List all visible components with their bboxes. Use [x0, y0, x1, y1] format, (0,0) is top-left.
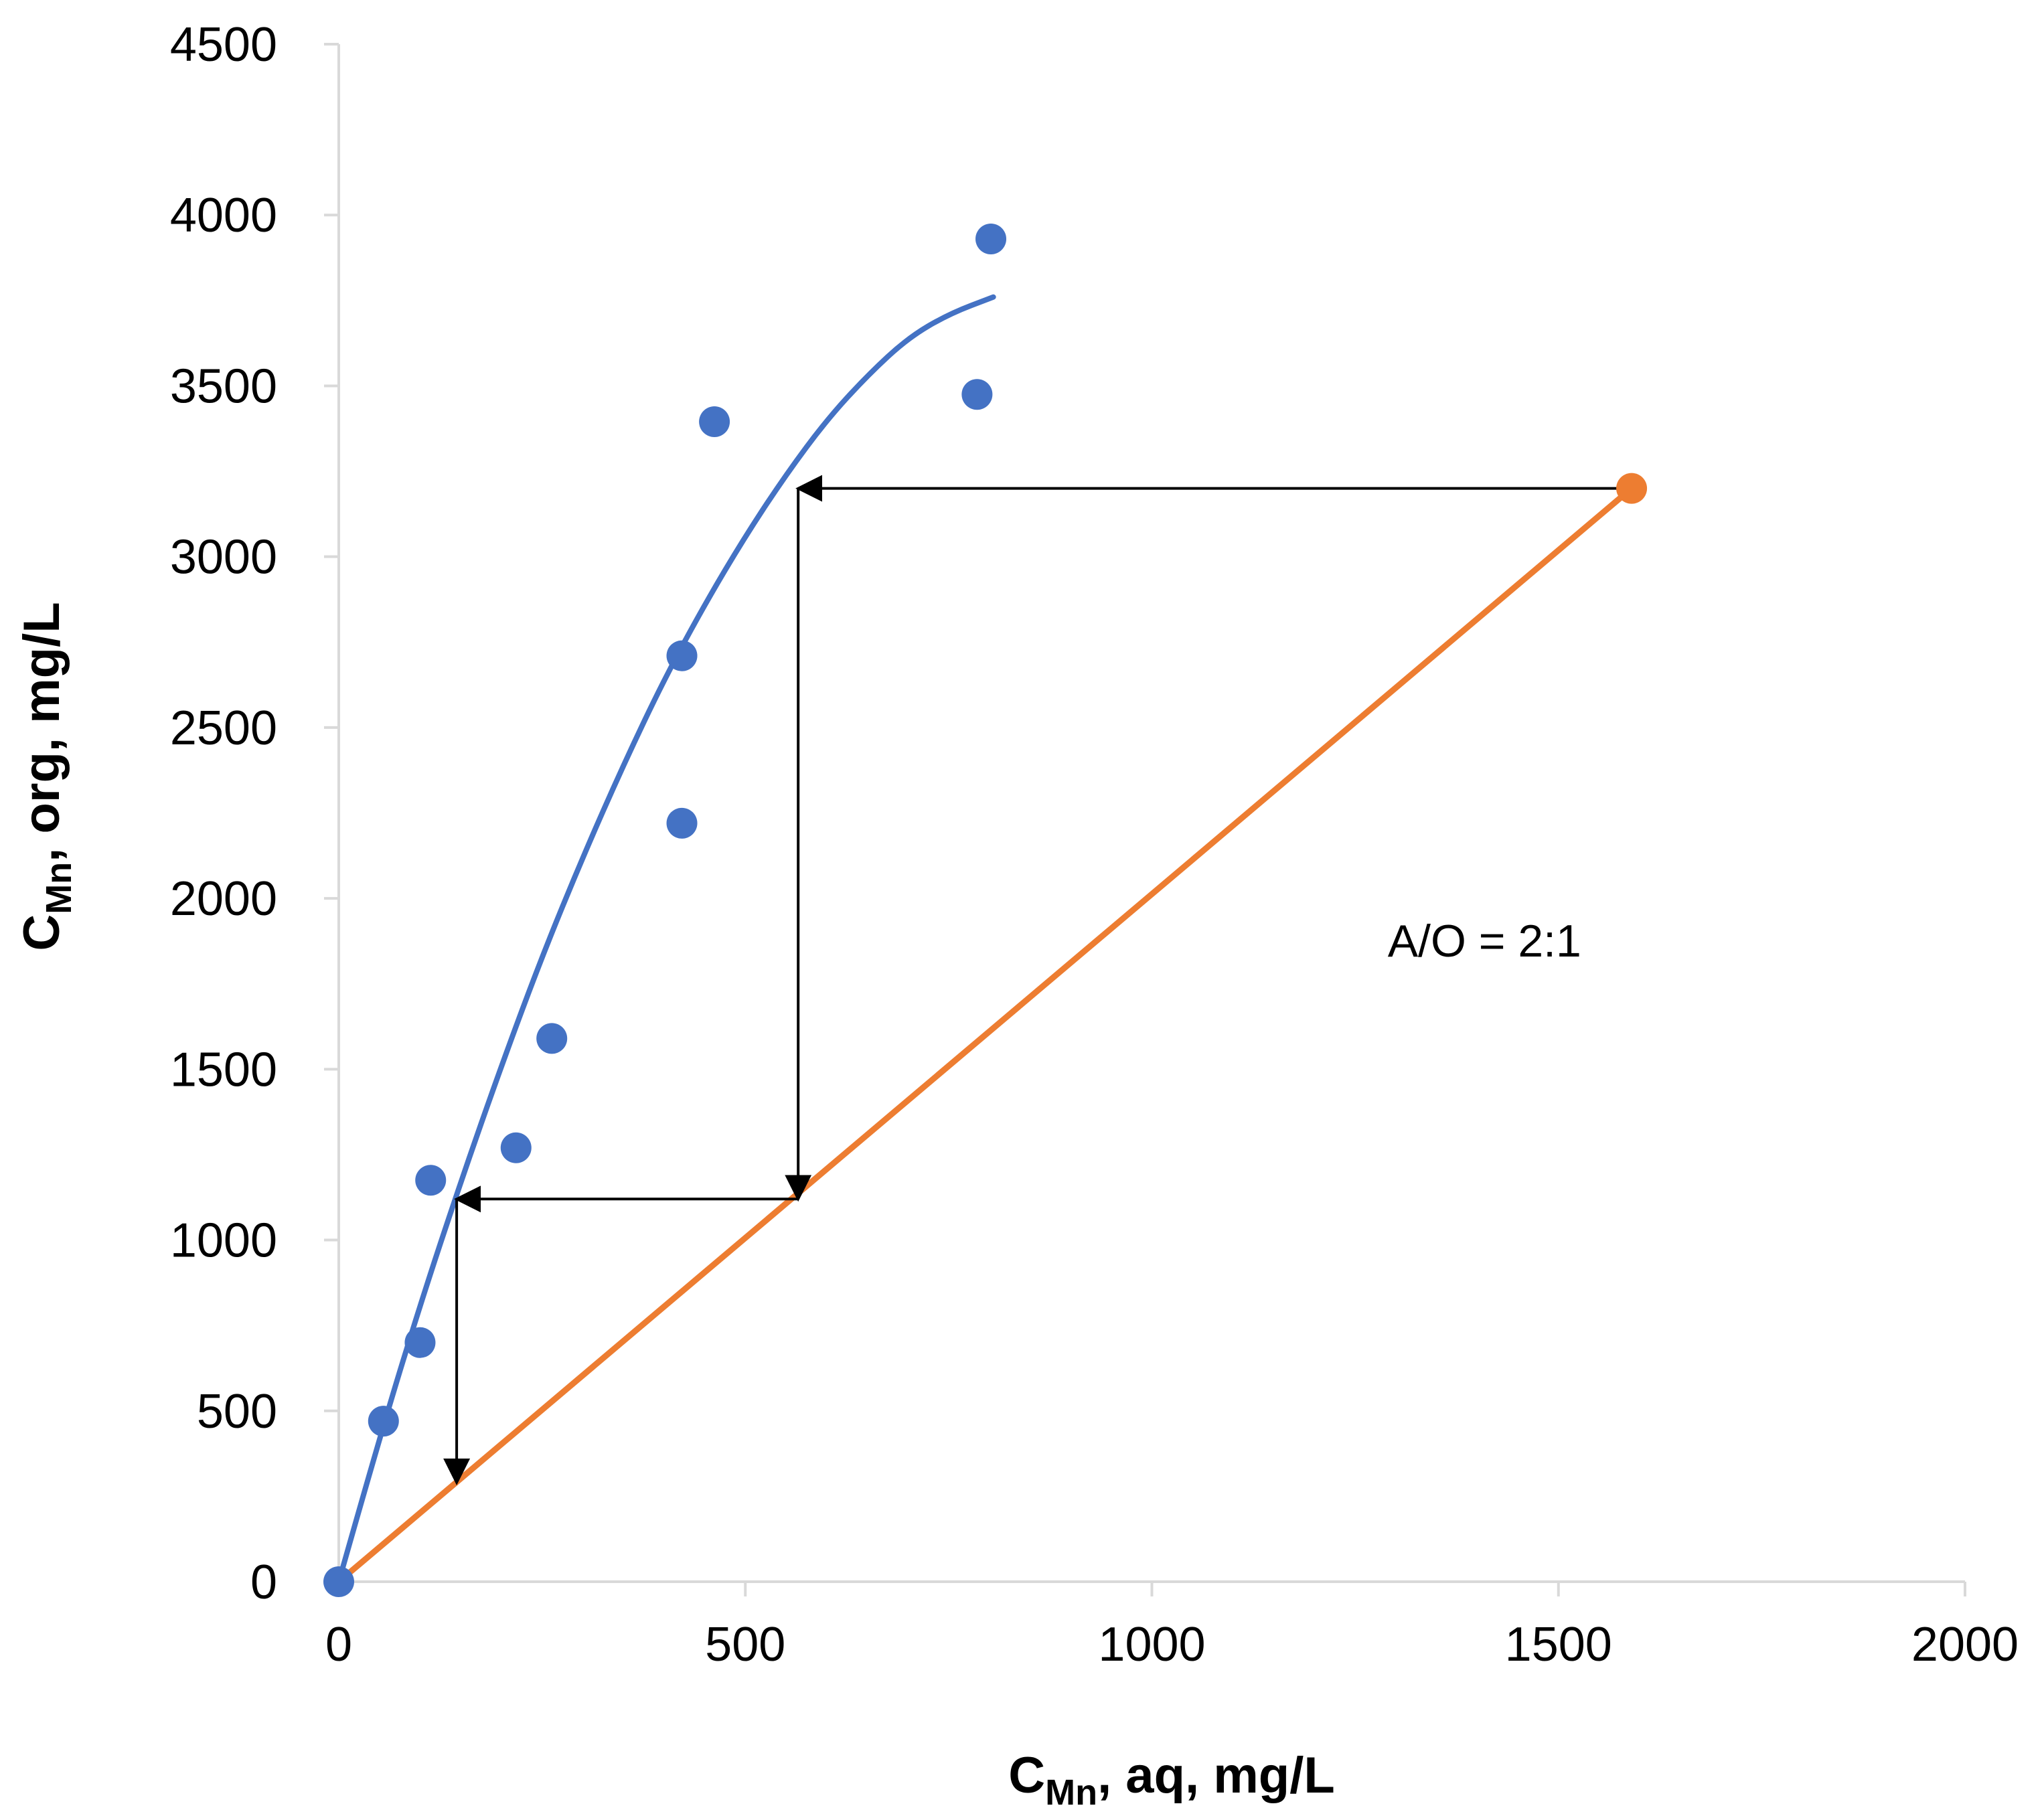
- y-tick-label: 1500: [170, 1043, 277, 1096]
- y-tick-label: 4500: [170, 18, 277, 72]
- x-tick-label: 0: [325, 1618, 352, 1671]
- ratio-annotation: A/O = 2:1: [1388, 916, 1581, 967]
- y-axis-title-main: C: [13, 914, 70, 951]
- x-tick-label: 1500: [1505, 1618, 1612, 1671]
- data-point: [666, 640, 698, 671]
- y-tick-label: 1000: [170, 1214, 277, 1268]
- axes: [324, 43, 1966, 1596]
- y-tick-label: 500: [197, 1385, 277, 1438]
- x-tick-label: 2000: [1911, 1618, 2019, 1671]
- operating-line-group: [335, 485, 1635, 1585]
- isotherm-curve-group: [336, 294, 996, 1584]
- y-tick-label: 2500: [170, 701, 277, 755]
- x-tick-label: 500: [705, 1618, 785, 1671]
- data-points-group: [323, 223, 1648, 1597]
- x-axis-title-main: C: [1008, 1747, 1045, 1804]
- data-point: [404, 1327, 436, 1358]
- isotherm-curve: [336, 294, 996, 1584]
- data-point: [415, 1165, 447, 1196]
- data-point: [536, 1023, 568, 1054]
- y-tick-label: 2000: [170, 872, 277, 926]
- data-point: [323, 1566, 354, 1597]
- feed-point: [1616, 473, 1648, 504]
- x-axis-title-rest: , aq, mg/L: [1097, 1747, 1335, 1804]
- data-point: [500, 1132, 532, 1163]
- operating-line: [335, 485, 1635, 1585]
- data-point: [368, 1406, 399, 1437]
- y-axis-title-rest: , org, mg/L: [13, 602, 70, 861]
- stage-steps-group: [443, 475, 1632, 1485]
- y-axis-title-sub: Mn: [39, 862, 79, 914]
- tick-labels: 0 500 1000 1500 2000 0 500 1000 1500 2000 2500 3000…: [170, 18, 2019, 1671]
- data-point: [699, 406, 730, 438]
- data-point: [975, 223, 1007, 254]
- annotations-group: A/O = 2:1: [1388, 916, 1581, 967]
- data-point: [666, 807, 698, 839]
- y-tick-label: 4000: [170, 189, 277, 242]
- y-tick-label: 3500: [170, 359, 277, 413]
- x-axis-title-sub: Mn: [1045, 1772, 1097, 1813]
- data-point: [961, 379, 993, 410]
- y-tick-label: 0: [250, 1556, 277, 1609]
- y-tick-label: 3000: [170, 531, 277, 584]
- y-axis-title: CMn, org, mg/L: [13, 602, 79, 951]
- x-axis-title: CMn, aq, mg/L: [1008, 1747, 1335, 1813]
- x-tick-label: 1000: [1098, 1618, 1205, 1671]
